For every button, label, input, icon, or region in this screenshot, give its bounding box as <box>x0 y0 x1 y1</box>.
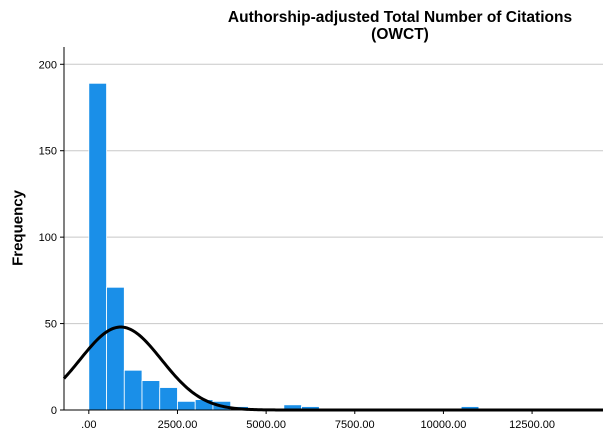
histogram-bar <box>106 286 125 411</box>
axes: 0 50 100 150 200 .00 2500.00 5000.00 7500.00 1000… <box>39 47 603 430</box>
x-tick-label: 10000.00 <box>420 419 466 430</box>
histogram-bars <box>88 82 551 411</box>
x-tick-label: .00 <box>81 419 96 430</box>
y-tick-label: 50 <box>45 319 57 331</box>
gridlines <box>64 63 603 325</box>
histogram-bar <box>123 369 143 411</box>
x-tick-label: 7500.00 <box>335 419 375 430</box>
histogram-bar <box>177 400 196 411</box>
y-tick-label: 150 <box>39 146 57 158</box>
chart-title-line1: Authorship-adjusted Total Number of Cita… <box>227 9 573 26</box>
y-tick-label: 200 <box>39 59 57 71</box>
chart-title-line2: (OWCT) <box>371 26 429 43</box>
chart-title: Authorship-adjusted Total Number of Cita… <box>200 9 600 43</box>
x-tick-label: 2500.00 <box>158 419 198 430</box>
x-tick-label: 12500.00 <box>509 419 555 430</box>
histogram-bar <box>88 82 107 411</box>
histogram-bar <box>141 380 161 411</box>
y-tick-label: 100 <box>39 232 57 244</box>
x-tick-label: 5000.00 <box>246 419 286 430</box>
y-tick-label: 0 <box>51 405 57 417</box>
histogram-bar <box>159 387 178 411</box>
